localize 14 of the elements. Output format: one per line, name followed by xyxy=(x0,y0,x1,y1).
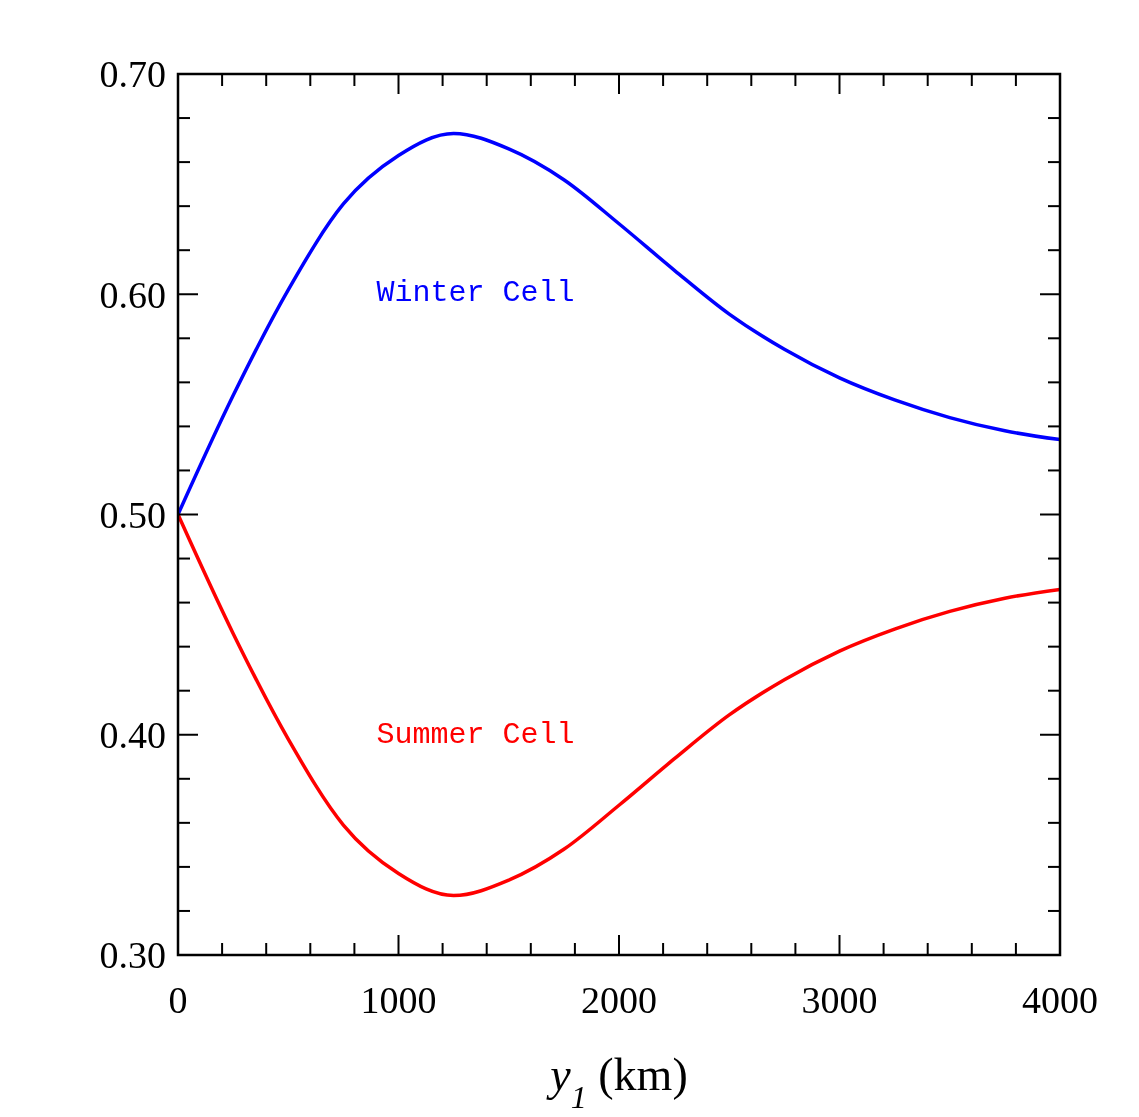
text: Summer Cell xyxy=(376,718,575,753)
x-tick-label: 3000 xyxy=(801,979,878,1021)
y-tick-label: 0.70 xyxy=(99,53,166,96)
y-tick-label: 0.60 xyxy=(99,273,166,316)
x-tick-label: 2000 xyxy=(581,979,657,1021)
y-tick-label: 0.30 xyxy=(99,934,166,977)
line-series xyxy=(178,131,1060,517)
x-axis-title: y$_{1}$ (km) xyxy=(546,1049,688,1115)
y-tick-label: 0.50 xyxy=(99,493,166,536)
x-tick-label: 1000 xyxy=(360,979,437,1021)
x-tick-label: 0 xyxy=(168,979,188,1021)
y-tick-label: 0.40 xyxy=(99,714,166,757)
text: Winter Cell xyxy=(376,276,575,311)
x-tick-label: 4000 xyxy=(1022,979,1098,1021)
